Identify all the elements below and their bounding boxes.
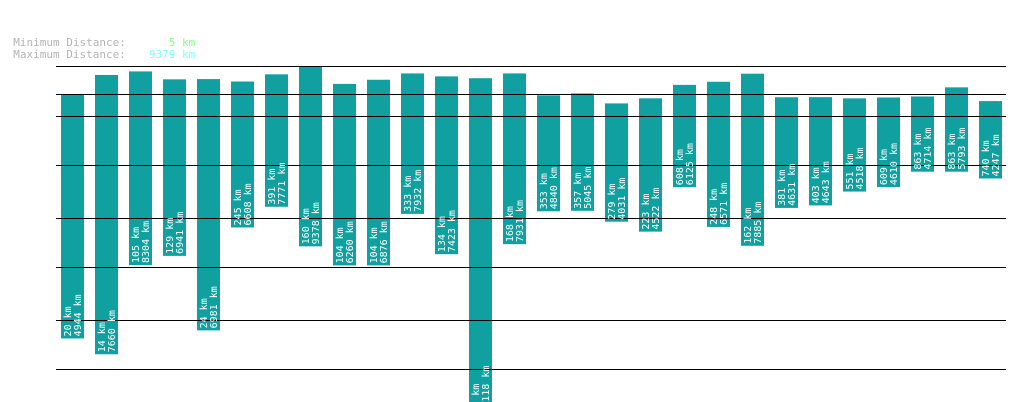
bar-max-label: 4518 km [855, 147, 866, 189]
bar-labels-layer: 20 km 4944 km 14 km 7660 km 105 km 8304 km 129… [63, 128, 1002, 402]
bars-layer [61, 66, 1002, 402]
gridlines-layer [56, 66, 1006, 370]
bar-min-label: 160 km [301, 208, 312, 244]
distance-bar [469, 78, 492, 402]
bar-max-label: 7118 km [481, 366, 492, 402]
bar-min-label: 104 km [335, 227, 346, 263]
bar-min-label: 333 km [403, 176, 414, 212]
max-distance-value: 9379 km [148, 48, 196, 61]
bar-max-label: 7771 km [277, 163, 288, 205]
bar-max-label: 4247 km [991, 134, 1002, 176]
min-distance-label: Minimum Distance: [13, 36, 126, 49]
bar-min-label: 403 km [811, 167, 822, 203]
bar-min-label: 223 km [641, 194, 652, 230]
bar-max-label: 7932 km [413, 170, 424, 212]
bar-max-label: 6981 km [209, 286, 220, 328]
distance-bar [61, 94, 84, 339]
bar-min-label: 168 km [505, 206, 516, 242]
bar-max-label: 4522 km [651, 187, 662, 229]
bar-min-label: 353 km [539, 173, 550, 209]
bar-max-label: 9378 km [311, 202, 322, 244]
bar-max-label: 4643 km [821, 161, 832, 203]
bar-max-label: 5793 km [957, 128, 968, 170]
bar-min-label: 14 km [97, 322, 108, 352]
bar-max-label: 6571 km [719, 183, 730, 225]
distance-bar [911, 96, 934, 172]
bar-min-label: 863 km [913, 134, 924, 170]
bar-min-label: 609 km [879, 149, 890, 185]
distance-bar [775, 97, 798, 208]
bar-max-label: 6125 km [685, 143, 696, 185]
bar-max-label: 4714 km [923, 128, 934, 170]
bar-min-label: 551 km [845, 153, 856, 189]
bar-min-label: 245 km [233, 189, 244, 225]
bar-max-label: 4840 km [549, 167, 560, 209]
bar-max-label: 4944 km [73, 294, 84, 336]
distance-bar [707, 81, 730, 227]
bar-min-label: 20 km [63, 306, 74, 336]
distance-bar [945, 87, 968, 172]
distance-bar [537, 95, 560, 212]
bar-min-label: 248 km [709, 189, 720, 225]
distance-bar [95, 74, 118, 355]
bar-max-label: 6876 km [379, 221, 390, 263]
min-distance-value: 5 km [168, 36, 196, 49]
distance-bar [877, 97, 900, 188]
bar-min-label: 4 km [471, 384, 482, 402]
bar-min-label: 134 km [437, 216, 448, 252]
distance-bar [333, 83, 356, 266]
bar-min-label: 162 km [743, 208, 754, 244]
distance-bar [367, 79, 390, 266]
bar-min-label: 381 km [777, 170, 788, 206]
bar-max-label: 4631 km [787, 164, 798, 206]
bar-max-label: 6608 km [243, 183, 254, 225]
distance-bar [129, 71, 152, 265]
distance-bar [809, 97, 832, 206]
distance-bar [265, 74, 288, 207]
distance-bar [401, 73, 424, 214]
bar-min-label: 391 km [267, 169, 278, 205]
bar-min-label: 104 km [369, 227, 380, 263]
bar-min-label: 608 km [675, 149, 686, 185]
min-distance-line: Minimum Distance: 5 km [0, 25, 195, 49]
bar-max-label: 7423 km [447, 210, 458, 252]
bar-min-label: 279 km [607, 184, 618, 220]
bar-max-label: 8304 km [141, 221, 152, 263]
max-distance-label: Maximum Distance: [13, 48, 126, 61]
distance-bar [673, 84, 696, 188]
distance-bar [163, 79, 186, 256]
distance-bar [299, 66, 322, 247]
distance-bar [231, 81, 254, 228]
bar-min-label: 129 km [165, 218, 176, 254]
bar-min-label: 740 km [981, 140, 992, 176]
bar-max-label: 6260 km [345, 221, 356, 263]
distance-bar [843, 98, 866, 192]
distance-bar [979, 101, 1002, 179]
bar-min-label: 357 km [573, 173, 584, 209]
bar-max-label: 4610 km [889, 143, 900, 185]
bar-max-label: 7931 km [515, 200, 526, 242]
distance-bar [571, 93, 594, 211]
bar-max-label: 7660 km [107, 310, 118, 352]
distance-bar [605, 103, 628, 222]
bar-max-label: 4031 km [617, 178, 628, 220]
bar-min-label: 863 km [947, 134, 958, 170]
bar-min-label: 105 km [131, 227, 142, 263]
bar-max-label: 5045 km [583, 167, 594, 209]
bar-min-label: 24 km [199, 298, 210, 328]
bar-max-label: 7885 km [753, 202, 764, 244]
bar-max-label: 6941 km [175, 212, 186, 254]
distance-bar [639, 98, 662, 232]
max-distance-line: Maximum Distance: 9379 km [0, 37, 195, 61]
